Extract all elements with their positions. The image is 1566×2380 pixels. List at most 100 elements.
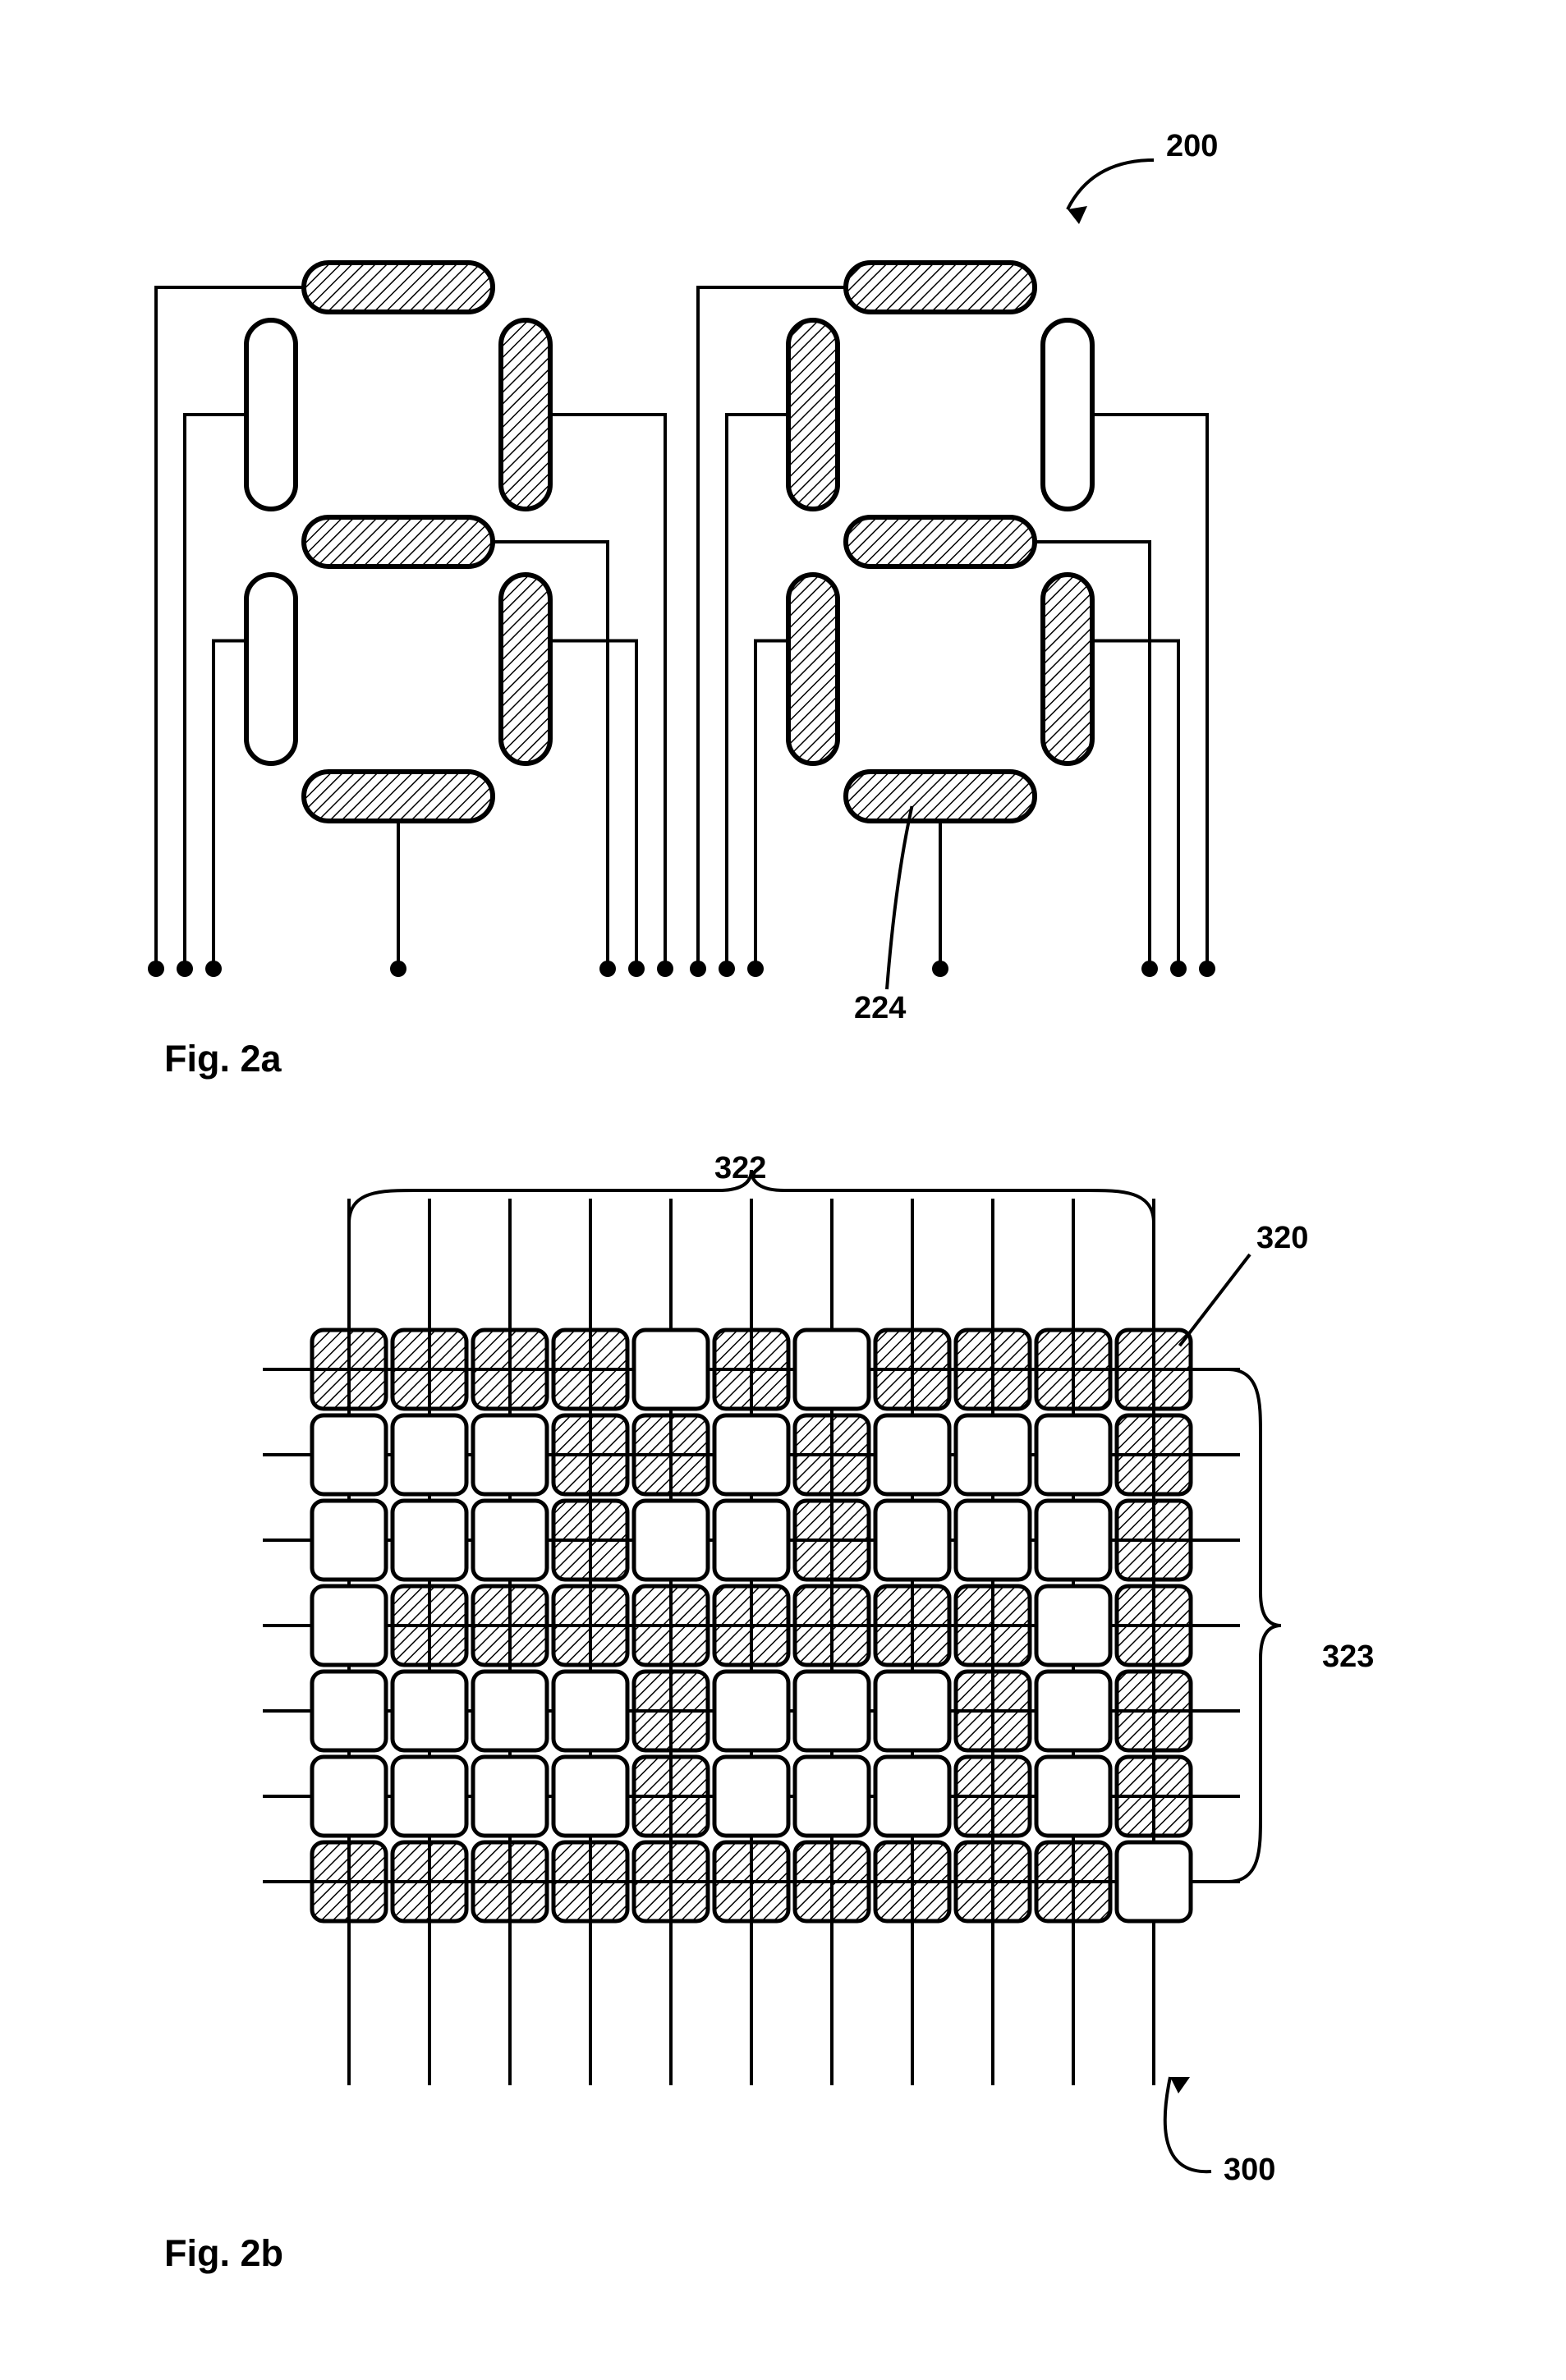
pixel-cell: [473, 1672, 547, 1750]
pixel-cell: [553, 1415, 627, 1494]
wire: [185, 415, 246, 969]
terminal: [657, 961, 673, 977]
pixel-cell: [393, 1757, 466, 1836]
pixel-cell: [795, 1586, 869, 1665]
terminal: [932, 961, 948, 977]
pixel-cell: [956, 1586, 1030, 1665]
pixel-cell: [393, 1330, 466, 1409]
leader-line: [887, 806, 912, 989]
pixel-cell: [956, 1330, 1030, 1409]
pixel-cell: [634, 1501, 708, 1580]
terminal: [1199, 961, 1215, 977]
leader-line: [1180, 1254, 1251, 1346]
pixel-cell: [473, 1842, 547, 1921]
pixel-cell: [1117, 1672, 1191, 1750]
pixel-cell: [875, 1672, 949, 1750]
segment-g: [846, 517, 1035, 566]
pixel-cell: [1117, 1501, 1191, 1580]
pixel-cell: [473, 1586, 547, 1665]
pixel-cell: [875, 1586, 949, 1665]
segment-f: [788, 320, 838, 509]
pixel-cell: [1036, 1842, 1110, 1921]
pixel-cell: [1117, 1757, 1191, 1836]
wire: [1092, 641, 1178, 970]
pixel-cell: [393, 1586, 466, 1665]
pixel-cell: [634, 1586, 708, 1665]
pixel-cell: [714, 1672, 788, 1750]
pixel-cell: [1036, 1330, 1110, 1409]
wire: [755, 641, 788, 970]
pixel-cell: [473, 1501, 547, 1580]
pixel-cell: [1117, 1586, 1191, 1665]
pixel-cell: [473, 1757, 547, 1836]
segment-b: [501, 320, 550, 509]
pixel-cell: [875, 1842, 949, 1921]
pixel-cell: [312, 1415, 386, 1494]
pixel-cell: [714, 1842, 788, 1921]
terminal: [390, 961, 406, 977]
pixel-cell: [714, 1501, 788, 1580]
pixel-cell: [714, 1757, 788, 1836]
pixel-cell: [312, 1501, 386, 1580]
wire: [550, 641, 636, 970]
pixel-cell: [312, 1586, 386, 1665]
segment-c: [1043, 575, 1092, 764]
pixel-cell: [634, 1415, 708, 1494]
pixel-cell: [553, 1501, 627, 1580]
figure-label-2a: Fig. 2a: [164, 1038, 282, 1080]
segment-a: [304, 263, 493, 312]
pixel-cell: [634, 1672, 708, 1750]
terminal: [148, 961, 164, 977]
terminal: [599, 961, 616, 977]
terminal: [1170, 961, 1187, 977]
pixel-cell: [795, 1415, 869, 1494]
pixel-cell: [1036, 1501, 1110, 1580]
pixel-cell: [634, 1757, 708, 1836]
leader-arrow: [1165, 2077, 1211, 2171]
segment-e: [788, 575, 838, 764]
ref-224: 224: [854, 991, 906, 1025]
pixel-cell: [393, 1842, 466, 1921]
pixel-cell: [393, 1415, 466, 1494]
pixel-cell: [1117, 1330, 1191, 1409]
segment-a: [846, 263, 1035, 312]
pixel-cell: [875, 1415, 949, 1494]
ref-320: 320: [1256, 1221, 1308, 1255]
wire: [214, 641, 246, 970]
pixel-cell: [1117, 1415, 1191, 1494]
pixel-cell: [553, 1586, 627, 1665]
terminal: [719, 961, 735, 977]
pixel-cell: [714, 1586, 788, 1665]
ref-323: 323: [1322, 1639, 1374, 1674]
pixel-cell: [875, 1757, 949, 1836]
pixel-cell: [312, 1842, 386, 1921]
pixel-cell: [312, 1757, 386, 1836]
segment-e: [246, 575, 296, 764]
pixel-cell: [875, 1330, 949, 1409]
arrowhead: [1068, 206, 1087, 224]
pixel-cell: [795, 1330, 869, 1409]
pixel-cell: [1036, 1757, 1110, 1836]
pixel-cell: [553, 1842, 627, 1921]
segment-d: [304, 772, 493, 821]
ref-200: 200: [1166, 129, 1218, 163]
pixel-cell: [634, 1330, 708, 1409]
terminal: [205, 961, 222, 977]
segment-c: [501, 575, 550, 764]
pixel-cell: [956, 1415, 1030, 1494]
terminal: [690, 961, 706, 977]
pixel-cell: [553, 1757, 627, 1836]
pixel-cell: [956, 1672, 1030, 1750]
pixel-cell: [795, 1672, 869, 1750]
pixel-cell: [1036, 1586, 1110, 1665]
pixel-cell: [473, 1330, 547, 1409]
pixel-cell: [1117, 1842, 1191, 1921]
segment-g: [304, 517, 493, 566]
arrowhead: [1170, 2077, 1190, 2093]
pixel-cell: [956, 1757, 1030, 1836]
pixel-cell: [956, 1842, 1030, 1921]
pixel-cell: [553, 1330, 627, 1409]
segment-f: [246, 320, 296, 509]
terminal: [628, 961, 645, 977]
figure-label-2b: Fig. 2b: [164, 2232, 283, 2274]
